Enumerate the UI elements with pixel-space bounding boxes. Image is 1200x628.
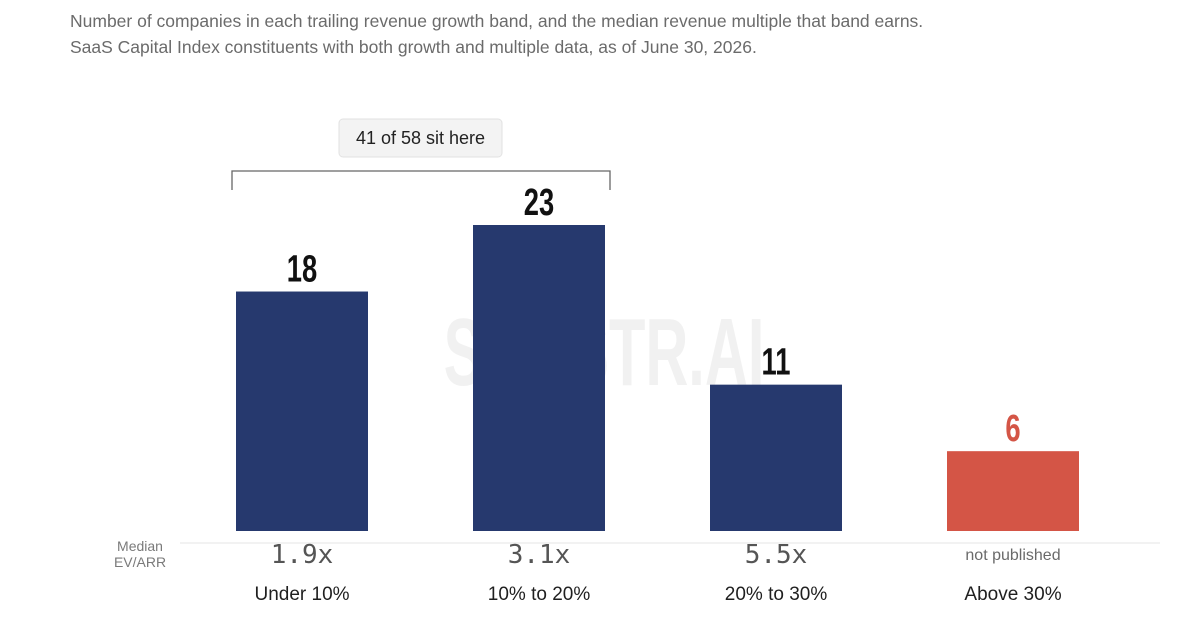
- bar-2: [473, 225, 605, 531]
- bar-value-label: 6: [1005, 408, 1020, 450]
- subtitle-line-2: SaaS Capital Index constituents with bot…: [70, 37, 757, 57]
- bar-3: [710, 384, 842, 531]
- bar-1: [236, 291, 368, 531]
- annotation-box: [338, 118, 503, 158]
- median-multiple: not published: [965, 547, 1060, 564]
- bar-4: [947, 451, 1079, 531]
- category-label: 10% to 20%: [488, 584, 591, 605]
- bar-value-label: 23: [524, 182, 554, 224]
- bar-value-label: 18: [287, 248, 317, 290]
- multiple-row-label-line1: Median: [117, 538, 163, 554]
- median-multiple: 1.9x: [271, 540, 334, 570]
- subtitle-line-1: Number of companies in each trailing rev…: [70, 11, 924, 31]
- median-multiple: 5.5x: [745, 540, 808, 570]
- category-label: Under 10%: [254, 584, 349, 605]
- multiple-row-label-line2: EV/ARR: [114, 554, 166, 570]
- annotation-text: 41 of 58 sit here: [356, 128, 485, 148]
- category-label: 20% to 30%: [725, 584, 828, 605]
- bar-value-label: 11: [762, 341, 791, 383]
- median-multiple: 3.1x: [508, 540, 571, 570]
- category-label: Above 30%: [964, 584, 1061, 605]
- annotation-bracket: [231, 170, 611, 190]
- chart-subtitle: Number of companies in each trailing rev…: [70, 8, 1170, 60]
